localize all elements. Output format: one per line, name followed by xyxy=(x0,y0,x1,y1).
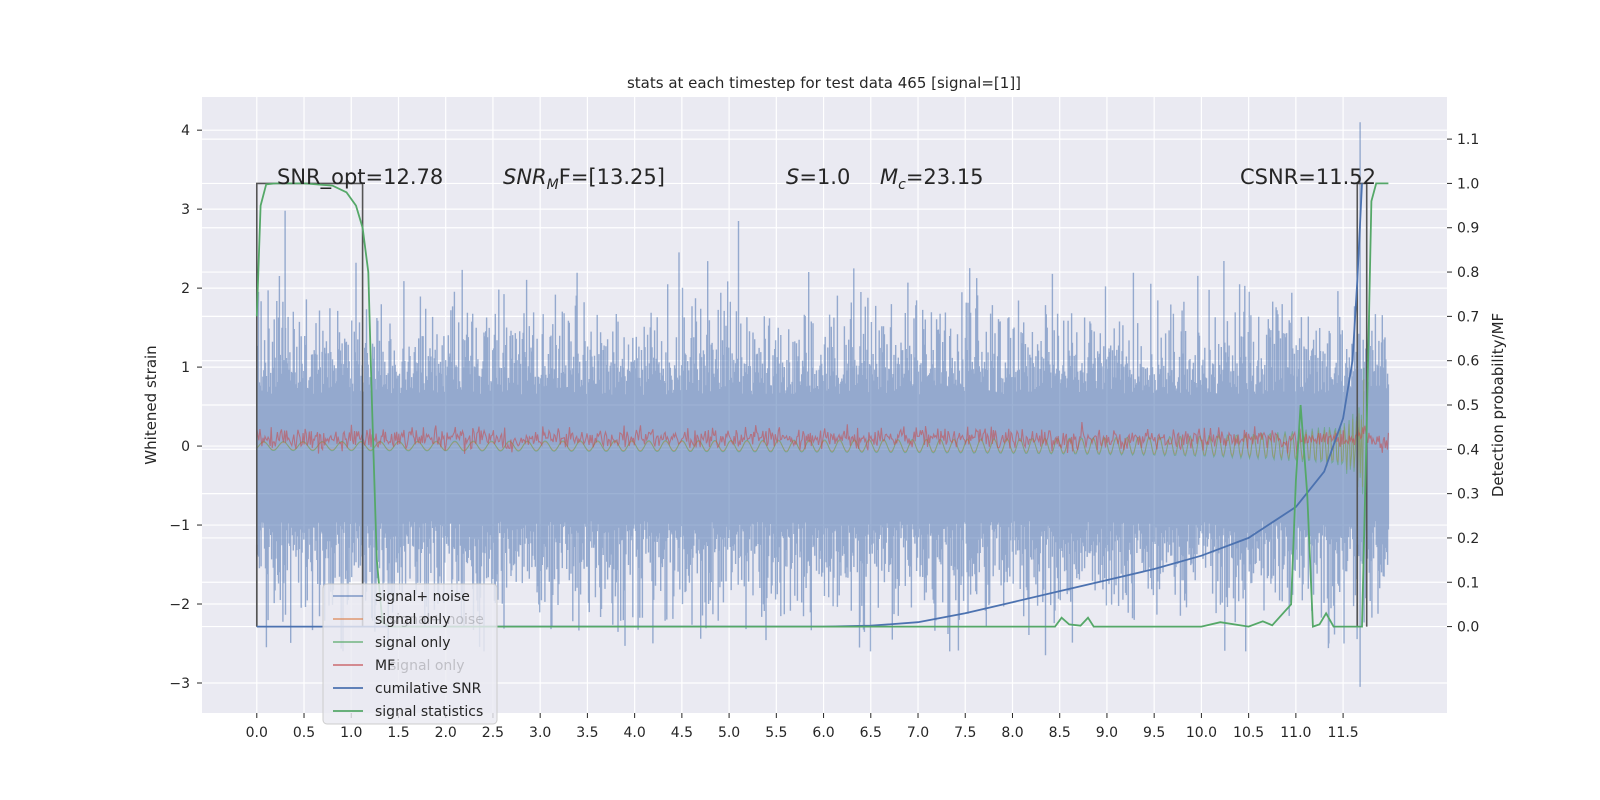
annotation-mc: Mc=23.15 xyxy=(880,165,984,193)
annotation-s: S=1.0 xyxy=(786,165,850,189)
x-tick-label: 10.5 xyxy=(1233,725,1264,741)
x-tick-label: 0.5 xyxy=(293,725,315,741)
y2-axis-label: Detection probability/MF xyxy=(1489,313,1507,497)
x-tick-label: 9.0 xyxy=(1096,725,1118,741)
annotation-snr-opt: SNR_opt=12.78 xyxy=(277,165,443,190)
y2-tick-label: 0.7 xyxy=(1457,309,1479,325)
x-tick-label: 3.5 xyxy=(576,725,598,741)
x-tick-label: 2.0 xyxy=(435,725,457,741)
y-tick-label: 0 xyxy=(181,439,190,455)
x-tick-label: 10.0 xyxy=(1186,725,1217,741)
y2-tick-label: 0.3 xyxy=(1457,487,1479,503)
x-tick-label: 9.5 xyxy=(1143,725,1165,741)
y-tick-label: 2 xyxy=(181,281,190,297)
y2-tick-label: 1.1 xyxy=(1457,132,1479,148)
y-tick-label: 1 xyxy=(181,360,190,376)
legend-ghost-label: signal+ noise xyxy=(389,612,484,628)
legend-label: signal statistics xyxy=(375,704,483,720)
y2-tick-label: 0.5 xyxy=(1457,398,1479,414)
y2-tick-label: 1.0 xyxy=(1457,176,1479,192)
legend-ghost-label: signal only xyxy=(389,658,464,674)
cumulative-snr-line xyxy=(256,183,1363,628)
x-tick-label: 4.0 xyxy=(623,725,645,741)
x-tick-label: 1.0 xyxy=(340,725,362,741)
legend-label: MF xyxy=(375,658,395,674)
y-axis-label: Whitened strain xyxy=(142,345,160,464)
x-tick-label: 7.0 xyxy=(907,725,929,741)
legend-label: signal+ noise xyxy=(375,589,470,605)
y2-tick-label: 0.9 xyxy=(1457,221,1479,237)
legend-label: cumilative SNR xyxy=(375,681,482,697)
annotations: SNR_opt=12.78 SNRMF=[13.25] S=1.0 Mc=23.… xyxy=(277,165,1376,193)
x-tick-label: 0.0 xyxy=(246,725,268,741)
signal-statistics-line xyxy=(255,182,1389,628)
y-tick-label: −1 xyxy=(169,518,190,534)
x-tick-label: 7.5 xyxy=(954,725,976,741)
legend-frame xyxy=(322,583,498,725)
legend-label: signal only xyxy=(375,612,450,628)
annotation-csnr: CSNR=11.52 xyxy=(1240,165,1376,189)
y-tick-label: −2 xyxy=(169,597,190,613)
x-tick-label: 5.0 xyxy=(718,725,740,741)
y2-tick-label: 0.8 xyxy=(1457,265,1479,281)
y2-tick-label: 0.0 xyxy=(1457,620,1479,636)
legend-label: signal only xyxy=(375,635,450,651)
y-tick-label: 4 xyxy=(181,123,190,139)
x-tick-label: 5.5 xyxy=(765,725,787,741)
x-tick-label: 11.0 xyxy=(1280,725,1311,741)
y2-tick-label: 0.6 xyxy=(1457,354,1479,370)
y-tick-label: 3 xyxy=(181,202,190,218)
x-tick-label: 6.0 xyxy=(812,725,834,741)
x-tick-label: 3.0 xyxy=(529,725,551,741)
mf-trace xyxy=(256,422,1389,455)
x-tick-label: 1.5 xyxy=(387,725,409,741)
x-tick-label: 4.5 xyxy=(671,725,693,741)
x-tick-label: 6.5 xyxy=(860,725,882,741)
y2-tick-label: 0.2 xyxy=(1457,531,1479,547)
x-tick-label: 11.5 xyxy=(1328,725,1359,741)
data-layer xyxy=(255,122,1390,687)
y-tick-label: −3 xyxy=(169,676,190,692)
y2-tick-label: 0.4 xyxy=(1457,442,1479,458)
x-tick-label: 2.5 xyxy=(482,725,504,741)
chart-title: stats at each timestep for test data 465… xyxy=(627,74,1021,92)
x-tick-label: 8.5 xyxy=(1049,725,1071,741)
axes: 0.0 0.5 1.0 1.5 2.0 2.5 3.0 3.5 4.0 4.5 5.0 5.5 6.0 6… xyxy=(169,123,1479,741)
y2-tick-label: 0.1 xyxy=(1457,575,1479,591)
x-tick-label: 8.0 xyxy=(1001,725,1023,741)
annotation-snr-mf: SNRMF=[13.25] xyxy=(503,165,665,193)
